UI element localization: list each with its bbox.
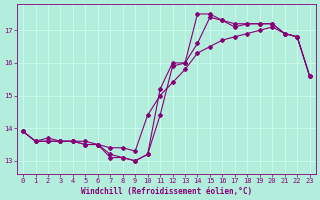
X-axis label: Windchill (Refroidissement éolien,°C): Windchill (Refroidissement éolien,°C) — [81, 187, 252, 196]
